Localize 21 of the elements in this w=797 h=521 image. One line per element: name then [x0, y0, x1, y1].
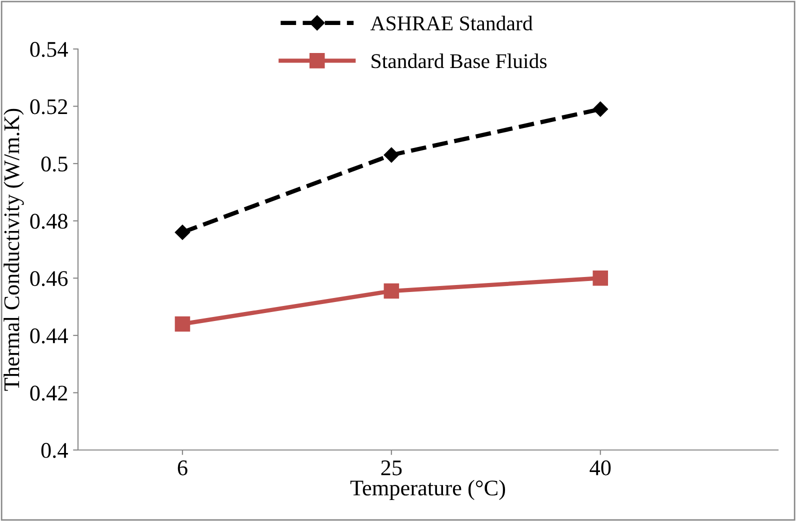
y-tick-label: 0.46 — [30, 271, 68, 286]
point — [174, 316, 190, 332]
y-axis-title: Thermal Conductivity (W/m.K) — [4, 108, 24, 391]
legend-label: Standard Base Fluids — [372, 54, 547, 68]
x-tick-label: 25 — [381, 460, 402, 476]
x-tick-label: 6 — [178, 460, 188, 476]
y-tick-label: 0.54 — [30, 42, 68, 58]
point — [384, 283, 400, 299]
point — [592, 102, 608, 117]
y-tick-label: 0.52 — [30, 99, 68, 114]
y-tick-label: 0.5 — [41, 156, 68, 172]
y-tick-label: 0.42 — [30, 386, 68, 401]
legend-label: ASHRAE Standard — [370, 16, 533, 30]
x-tick-label: 40 — [590, 460, 611, 476]
point — [174, 224, 190, 240]
point — [592, 270, 608, 286]
x-axis-title: Temperature (°C) — [350, 480, 506, 500]
point — [384, 147, 400, 163]
y-tick-label: 0.44 — [30, 328, 68, 344]
y-tick-label: 0.4 — [41, 442, 68, 458]
y-tick-label: 0.48 — [30, 214, 68, 229]
